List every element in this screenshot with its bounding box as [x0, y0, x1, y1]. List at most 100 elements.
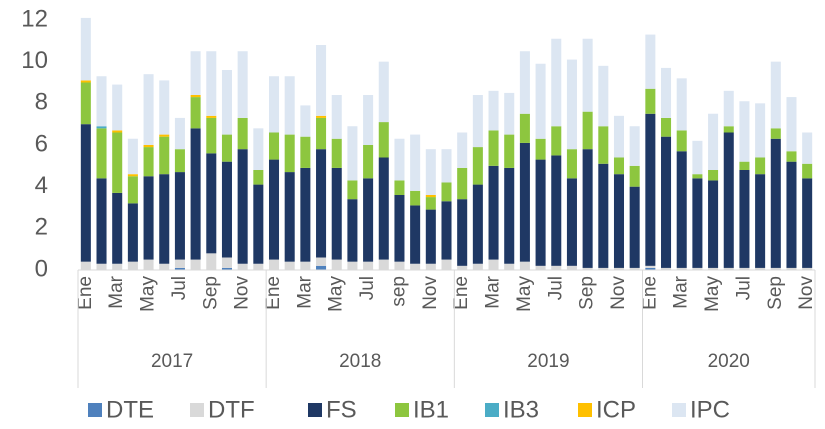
legend-swatch — [190, 403, 204, 417]
bar-segment — [394, 180, 405, 195]
bar-segment — [629, 126, 640, 166]
bar-segment — [80, 124, 91, 262]
bar-segment — [378, 61, 389, 123]
x-tick-label: May — [326, 276, 347, 312]
group-label: 2019 — [527, 351, 569, 372]
bar-segment — [566, 265, 577, 270]
bar-segment — [331, 138, 342, 168]
bar-segment — [739, 267, 750, 270]
bar-segment — [347, 180, 358, 200]
bar-segment — [96, 76, 107, 127]
bar-segment — [802, 132, 813, 164]
bar-segment — [410, 190, 421, 206]
bar-segment — [159, 136, 170, 175]
bar-segment — [237, 51, 248, 118]
bar-segment — [253, 184, 264, 264]
bar-segment — [582, 267, 593, 270]
bar-segment — [661, 267, 672, 270]
bar-segment — [661, 117, 672, 137]
bar-segment — [613, 115, 625, 158]
bar-segment — [645, 113, 656, 266]
legend-swatch — [88, 403, 102, 417]
bar-segment — [331, 167, 342, 260]
bar-segment — [723, 90, 734, 127]
y-tick-label: 8 — [35, 89, 48, 116]
bar-segment — [535, 63, 546, 139]
bar-segment — [174, 117, 185, 150]
bar-segment — [284, 172, 295, 262]
y-tick-label: 2 — [35, 214, 48, 241]
bar-segment — [519, 261, 530, 270]
bar-segment — [96, 128, 107, 179]
bar-segment — [645, 265, 656, 268]
bar-segment — [253, 263, 264, 270]
bar-segment — [174, 172, 185, 260]
bar-segment — [190, 128, 201, 260]
bar-segment — [755, 157, 766, 175]
bar-segment — [206, 51, 217, 116]
x-tick-label: Sep — [200, 276, 221, 310]
bar-segment — [174, 149, 185, 173]
bar-segment — [268, 76, 280, 133]
bar-segment — [80, 261, 91, 270]
bar-segment — [143, 176, 154, 260]
bar-segment — [363, 261, 374, 270]
bar-segment — [268, 159, 280, 260]
x-tick-label: sep — [388, 276, 409, 307]
bar-segment — [535, 159, 546, 266]
bar-segment — [174, 267, 185, 270]
x-tick-label: Jul — [357, 276, 378, 300]
bar-segment — [488, 90, 499, 131]
bar-segment — [472, 263, 483, 270]
bar-segment — [190, 95, 201, 98]
legend-swatch — [672, 403, 686, 417]
legend-label: IB3 — [503, 396, 539, 423]
bar-segment — [80, 17, 91, 81]
bar-segment — [551, 155, 562, 266]
bar-segment — [786, 267, 797, 270]
bar-segment — [378, 122, 389, 158]
bar-segment — [692, 140, 703, 175]
bar-segment — [441, 259, 452, 270]
bar-segment — [598, 126, 609, 164]
bar-segment — [613, 267, 625, 270]
x-tick-label: May — [138, 276, 159, 312]
bar-segment — [676, 151, 687, 268]
bar-segment — [551, 126, 562, 156]
legend-label: FS — [326, 396, 357, 423]
bar-segment — [770, 138, 781, 268]
bar-segment — [80, 80, 91, 83]
bar-segment — [112, 132, 123, 193]
bar-segment — [598, 267, 609, 270]
y-tick-label: 4 — [35, 172, 48, 199]
bar-segment — [708, 170, 719, 181]
bar-segment — [284, 134, 295, 173]
bar-segment — [159, 134, 170, 137]
x-tick-label: Sep — [765, 276, 786, 310]
bar-segment — [331, 259, 342, 270]
bar-segment — [127, 174, 138, 177]
legend-label: ICP — [596, 396, 636, 423]
bar-segment — [629, 186, 640, 268]
x-tick-label: Jul — [733, 276, 754, 300]
bar-segment — [316, 265, 327, 270]
x-tick-label: Mar — [294, 275, 315, 308]
bar-segment — [96, 178, 107, 264]
bar-segment — [174, 259, 185, 268]
group-label: 2020 — [708, 351, 750, 372]
bar-segment — [316, 115, 327, 118]
legend-swatch — [485, 403, 499, 417]
bar-segment — [739, 170, 750, 268]
bar-segment — [378, 157, 389, 260]
x-tick-label: Jul — [169, 276, 190, 300]
bar-segment — [237, 263, 248, 270]
bar-segment — [143, 147, 154, 177]
bar-segment — [457, 265, 468, 270]
bar-segment — [425, 197, 436, 210]
bar-segment — [441, 182, 452, 202]
bar-segment — [221, 70, 232, 135]
bar-segment — [221, 267, 232, 270]
bar-segment — [206, 115, 217, 118]
bar-segment — [504, 92, 515, 135]
bar-segment — [519, 113, 530, 143]
